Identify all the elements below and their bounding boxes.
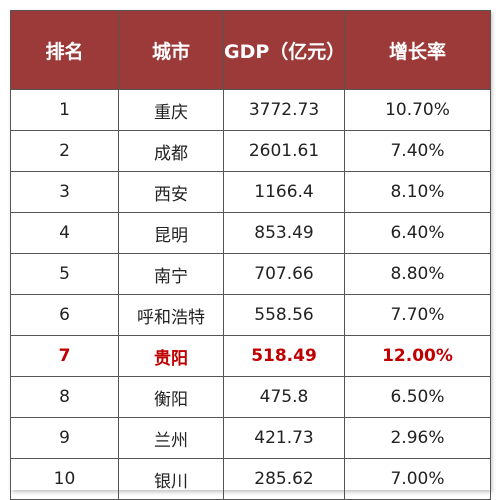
- cell-rank: 3: [10, 171, 119, 213]
- cell-rank: 7: [10, 335, 119, 377]
- table-row: 3 西安 1166.4 8.10%: [10, 171, 491, 213]
- table-row: 5 南宁 707.66 8.80%: [10, 253, 491, 295]
- header-growth: 增长率: [344, 10, 491, 90]
- cell-city: 重庆: [118, 89, 224, 131]
- table-row: 4 昆明 853.49 6.40%: [10, 212, 491, 254]
- table-row: 6 呼和浩特 558.56 7.70%: [10, 294, 491, 336]
- cell-growth: 7.40%: [344, 130, 491, 172]
- cell-city: 呼和浩特: [118, 294, 224, 336]
- cell-growth: 2.96%: [344, 417, 491, 459]
- cell-gdp: 853.49: [223, 212, 345, 254]
- cell-rank: 5: [10, 253, 119, 295]
- cell-rank: 6: [10, 294, 119, 336]
- table-row: 2 成都 2601.61 7.40%: [10, 130, 491, 172]
- cell-city: 昆明: [118, 212, 224, 254]
- cell-city: 西安: [118, 171, 224, 213]
- cell-gdp: 518.49: [223, 335, 345, 377]
- cell-gdp: 285.62: [223, 458, 345, 500]
- cell-growth: 7.00%: [344, 458, 491, 500]
- cell-rank: 2: [10, 130, 119, 172]
- table-row: 10 银川 285.62 7.00%: [10, 458, 491, 500]
- gdp-ranking-table: 排名 城市 GDP（亿元） 增长率 1 重庆 3772.73 10.70% 2 …: [10, 10, 491, 500]
- header-rank: 排名: [10, 10, 119, 90]
- cell-growth: 7.70%: [344, 294, 491, 336]
- table-header-row: 排名 城市 GDP（亿元） 增长率: [10, 10, 491, 90]
- table-row: 1 重庆 3772.73 10.70%: [10, 89, 491, 131]
- cell-city: 衡阳: [118, 376, 224, 418]
- cell-gdp: 3772.73: [223, 89, 345, 131]
- cell-gdp: 707.66: [223, 253, 345, 295]
- cell-rank: 8: [10, 376, 119, 418]
- cell-gdp: 421.73: [223, 417, 345, 459]
- cell-gdp: 558.56: [223, 294, 345, 336]
- table-row: 8 衡阳 475.8 6.50%: [10, 376, 491, 418]
- cell-rank: 9: [10, 417, 119, 459]
- cell-city: 南宁: [118, 253, 224, 295]
- cell-growth: 12.00%: [344, 335, 491, 377]
- cell-rank: 1: [10, 89, 119, 131]
- cell-gdp: 475.8: [223, 376, 345, 418]
- cell-growth: 6.40%: [344, 212, 491, 254]
- cell-growth: 6.50%: [344, 376, 491, 418]
- cell-city: 兰州: [118, 417, 224, 459]
- gdp-table-container: 排名 城市 GDP（亿元） 增长率 1 重庆 3772.73 10.70% 2 …: [10, 10, 491, 500]
- cell-growth: 10.70%: [344, 89, 491, 131]
- cell-growth: 8.10%: [344, 171, 491, 213]
- table-body: 1 重庆 3772.73 10.70% 2 成都 2601.61 7.40% 3…: [10, 89, 491, 500]
- cell-city: 成都: [118, 130, 224, 172]
- cell-growth: 8.80%: [344, 253, 491, 295]
- cell-gdp: 2601.61: [223, 130, 345, 172]
- table-row: 9 兰州 421.73 2.96%: [10, 417, 491, 459]
- table-row-highlighted: 7 贵阳 518.49 12.00%: [10, 335, 491, 377]
- cell-city: 银川: [118, 458, 224, 500]
- header-city: 城市: [118, 10, 224, 90]
- cell-gdp: 1166.4: [223, 171, 345, 213]
- cell-city: 贵阳: [118, 335, 224, 377]
- cell-rank: 4: [10, 212, 119, 254]
- cell-rank: 10: [10, 458, 119, 500]
- header-gdp: GDP（亿元）: [223, 10, 345, 90]
